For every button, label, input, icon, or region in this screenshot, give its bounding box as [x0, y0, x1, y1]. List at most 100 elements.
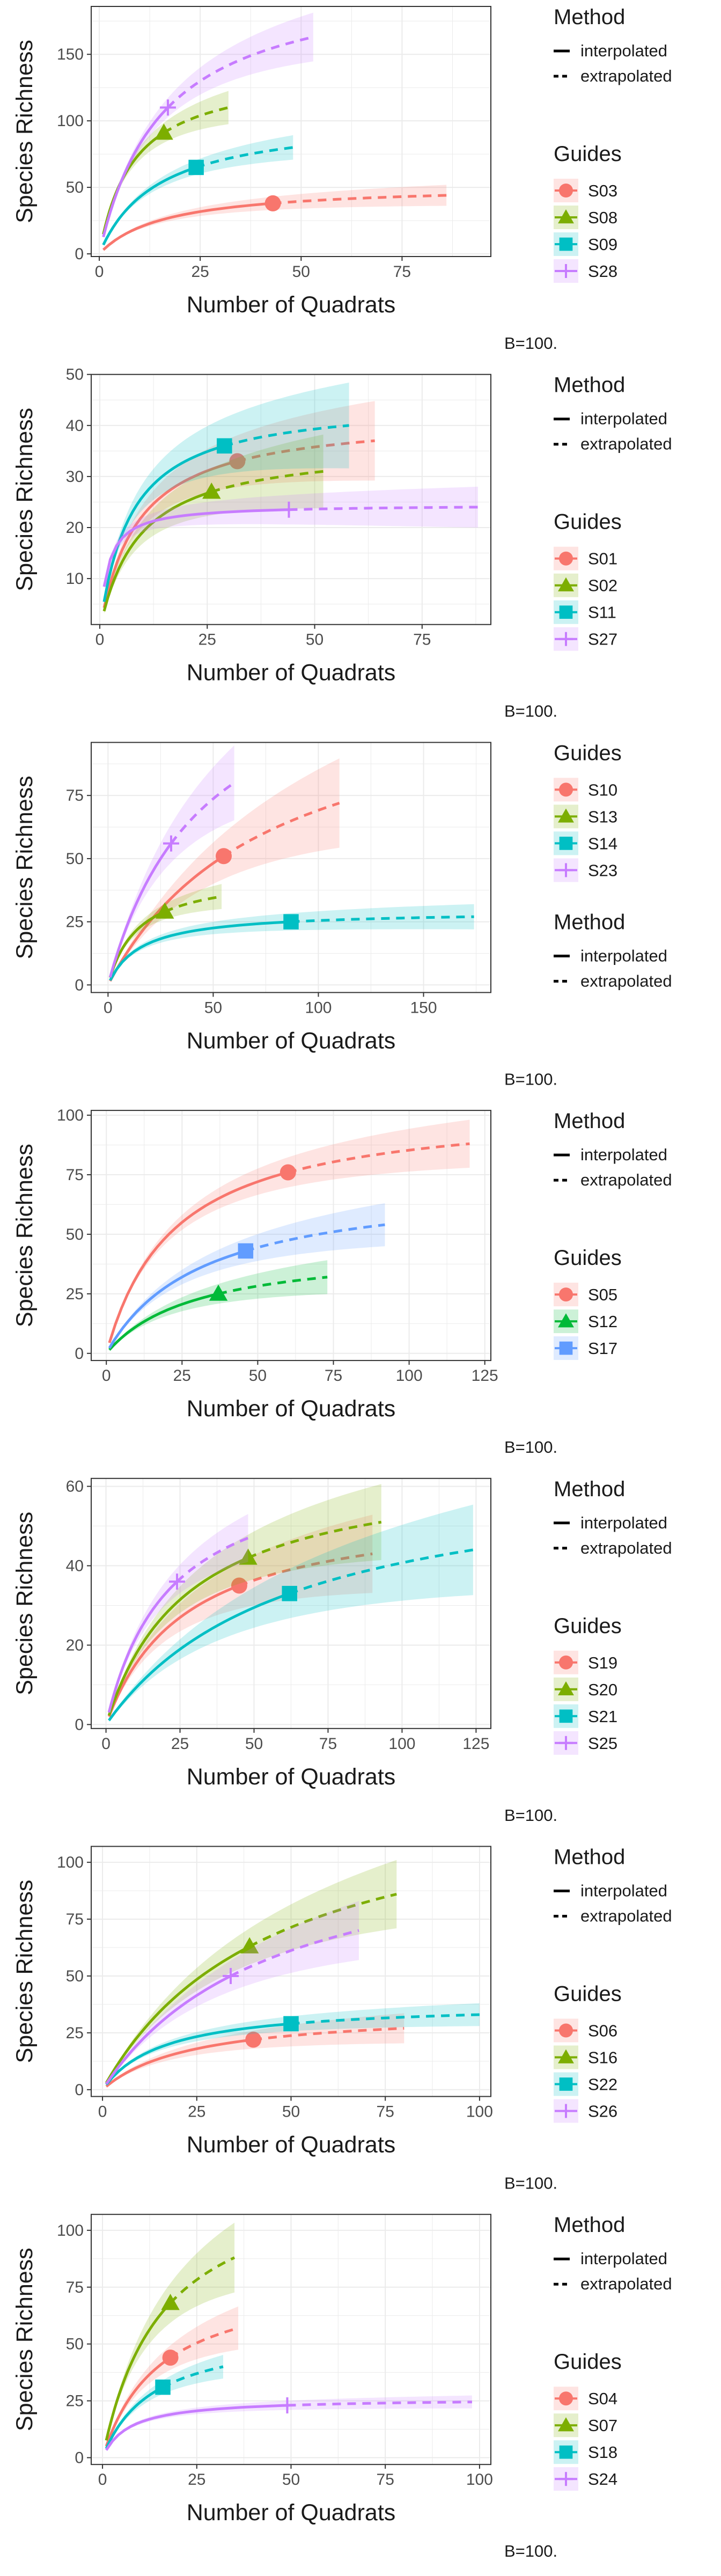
S09-legend-square-marker — [559, 237, 573, 251]
y-axis-title: Species Richness — [12, 40, 38, 223]
S25-interpolated-line — [107, 1580, 178, 1713]
S02-interpolated-line — [102, 491, 212, 612]
grid — [91, 1110, 491, 1361]
y-tick-label: 30 — [66, 468, 84, 486]
method-legend-title: Method — [554, 1109, 625, 1133]
S22-legend-square-marker — [559, 2077, 573, 2091]
y-axis-title: Species Richness — [12, 776, 38, 960]
y-tick-label: 75 — [66, 1166, 84, 1184]
method-legend-title: Method — [554, 910, 625, 934]
x-tick-label: 50 — [282, 2103, 300, 2121]
x-axis-title: Number of Quadrats — [187, 660, 396, 686]
S23-extrapolated-line — [170, 781, 236, 845]
S03-confidence-band — [103, 185, 447, 251]
S23-observed-plus-marker — [163, 835, 179, 852]
S27-extrapolated-line — [289, 506, 478, 511]
series-S19 — [107, 1514, 373, 1718]
legend-label-S08: S08 — [588, 208, 617, 227]
series-S22 — [105, 2003, 480, 2086]
S16-observed-triangle-marker — [240, 1937, 259, 1953]
S11-observed-square-marker — [217, 438, 232, 454]
bootstrap-note: B=100. — [504, 2542, 557, 2560]
series-S16 — [105, 1860, 397, 2084]
y-tick-label: 25 — [66, 1285, 84, 1303]
y-tick-label: 100 — [57, 112, 84, 130]
y-tick-label: 25 — [66, 2024, 84, 2042]
S14-confidence-band — [110, 904, 474, 982]
S01-extrapolated-line — [237, 439, 375, 463]
series-S24 — [105, 2395, 472, 2451]
S06-legend-circle-marker — [559, 2023, 573, 2038]
x-tick-label: 25 — [188, 2103, 205, 2121]
x-tick-label: 25 — [188, 2471, 205, 2489]
y-tick-label: 25 — [66, 2392, 84, 2410]
S11-extrapolated-line — [224, 424, 349, 448]
legend-label-S19: S19 — [588, 1653, 617, 1672]
S19-legend-circle-marker — [559, 1655, 573, 1670]
S19-observed-circle-marker — [231, 1577, 247, 1594]
S01-observed-circle-marker — [229, 453, 246, 470]
x-tick-label: 100 — [388, 1735, 415, 1753]
y-tick-label: 0 — [75, 976, 84, 994]
S07-observed-triangle-marker — [161, 2294, 180, 2310]
S08-extrapolated-line — [163, 106, 229, 134]
plot-background — [91, 1110, 491, 1361]
x-tick-label: 100 — [305, 999, 332, 1016]
S05-legend-circle-marker — [559, 1287, 573, 1302]
axes: 0 25 50 75 0 50 100 150 Number of Quadrats Specie… — [12, 40, 411, 318]
bootstrap-note: B=100. — [504, 702, 557, 721]
S17-confidence-band — [109, 1203, 385, 1349]
x-tick-label: 50 — [245, 1735, 263, 1753]
grid — [91, 1478, 491, 1729]
legend-label-S25: S25 — [588, 1734, 617, 1753]
legend: Method interpolated extrapolated Guides S06 S… — [554, 1846, 672, 2123]
S04-extrapolated-line — [170, 2326, 239, 2359]
S12-interpolated-line — [108, 1292, 219, 1351]
grid — [91, 6, 491, 257]
panel-border — [91, 374, 491, 625]
S17-legend-square-marker — [559, 1341, 573, 1355]
bootstrap-note: B=100. — [504, 2174, 557, 2193]
S26-legend-plus-marker — [559, 2104, 573, 2118]
method-legend-title: Method — [554, 1846, 625, 1869]
bootstrap-note: B=100. — [504, 1438, 557, 1457]
legend-label-S20: S20 — [588, 1680, 617, 1699]
S25-observed-plus-marker — [169, 1574, 186, 1590]
S23-interpolated-line — [108, 843, 172, 978]
S10-interpolated-line — [109, 855, 225, 982]
bootstrap-note: B=100. — [504, 1070, 557, 1088]
method-label-interpolated: interpolated — [580, 1145, 667, 1164]
y-tick-label: 100 — [57, 1107, 84, 1124]
x-tick-label: 0 — [102, 1367, 111, 1385]
x-tick-label: 25 — [198, 631, 216, 649]
S16-extrapolated-line — [249, 1893, 397, 1948]
S21-confidence-band — [109, 1504, 473, 1722]
S24-interpolated-line — [105, 2404, 288, 2451]
panel-6: 0 25 50 75 100 0 25 50 75 100 Number of Quadrats Sp… — [12, 1846, 672, 2193]
S03-interpolated-line — [102, 202, 273, 251]
legend-label-S28: S28 — [588, 262, 617, 281]
method-label-interpolated: interpolated — [580, 2249, 667, 2268]
S28-interpolated-line — [102, 106, 169, 238]
y-tick-label: 75 — [66, 1911, 84, 1928]
legend-label-S11: S11 — [588, 603, 616, 622]
S02-observed-triangle-marker — [202, 482, 221, 499]
method-label-interpolated: interpolated — [580, 1513, 667, 1532]
legend: Method interpolated extrapolated Guides S04 S… — [554, 2213, 672, 2491]
guides-legend-title: Guides — [554, 1982, 622, 2006]
S08-confidence-band — [103, 91, 229, 236]
S03-legend-circle-marker — [559, 184, 573, 197]
S04-legend-circle-marker — [559, 2391, 573, 2406]
series-S12 — [108, 1260, 328, 1351]
S20-observed-triangle-marker — [239, 1548, 258, 1565]
x-tick-label: 150 — [410, 999, 437, 1016]
panel-border — [91, 742, 491, 993]
x-tick-label: 125 — [462, 1735, 489, 1753]
panel-border — [91, 1110, 491, 1362]
plot-background — [91, 6, 491, 257]
S28-confidence-band — [103, 12, 313, 238]
S12-confidence-band — [109, 1260, 328, 1351]
method-legend-title: Method — [554, 374, 625, 397]
y-tick-label: 25 — [66, 913, 84, 931]
